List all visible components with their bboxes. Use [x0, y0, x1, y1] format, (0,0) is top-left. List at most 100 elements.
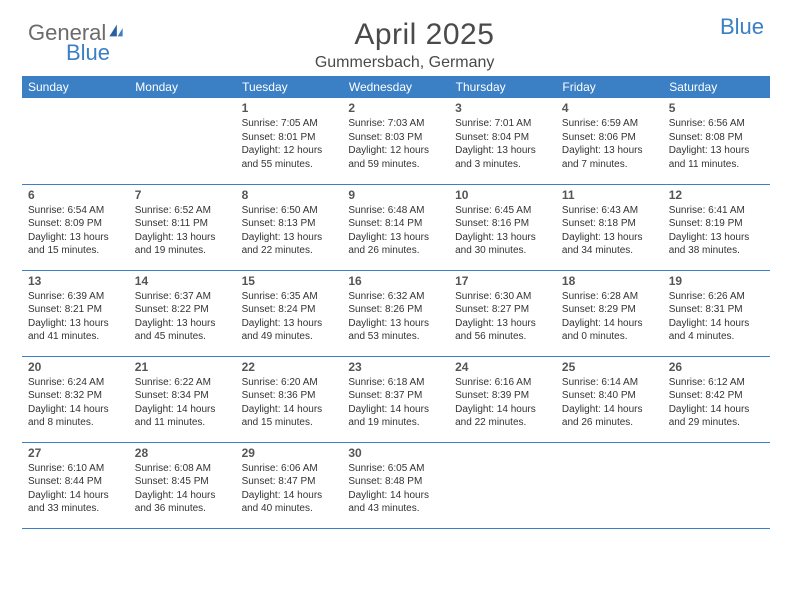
daylight-text: Daylight: 14 hours and 8 minutes. — [28, 403, 123, 430]
day-number: 29 — [242, 446, 337, 460]
sunrise-text: Sunrise: 6:05 AM — [348, 462, 443, 476]
calendar-empty-cell — [663, 442, 770, 528]
calendar-table: Sunday Monday Tuesday Wednesday Thursday… — [22, 76, 770, 529]
daylight-text: Daylight: 14 hours and 36 minutes. — [135, 489, 230, 516]
sunrise-text: Sunrise: 6:12 AM — [669, 376, 764, 390]
calendar-day-cell: 30Sunrise: 6:05 AMSunset: 8:48 PMDayligh… — [342, 442, 449, 528]
daylight-text: Daylight: 12 hours and 55 minutes. — [242, 144, 337, 171]
day-number: 20 — [28, 360, 123, 374]
calendar-body: 1Sunrise: 7:05 AMSunset: 8:01 PMDaylight… — [22, 98, 770, 528]
day-number: 22 — [242, 360, 337, 374]
calendar-day-cell: 1Sunrise: 7:05 AMSunset: 8:01 PMDaylight… — [236, 98, 343, 184]
day-number: 19 — [669, 274, 764, 288]
day-number: 27 — [28, 446, 123, 460]
logo: GeneralBlue — [28, 22, 125, 64]
sunrise-text: Sunrise: 6:22 AM — [135, 376, 230, 390]
calendar-empty-cell — [556, 442, 663, 528]
sunrise-text: Sunrise: 6:45 AM — [455, 204, 550, 218]
calendar-day-cell: 24Sunrise: 6:16 AMSunset: 8:39 PMDayligh… — [449, 356, 556, 442]
calendar-container: Sunday Monday Tuesday Wednesday Thursday… — [0, 76, 792, 529]
logo-text-blue: Blue — [720, 14, 764, 40]
sunset-text: Sunset: 8:19 PM — [669, 217, 764, 231]
daylight-text: Daylight: 14 hours and 0 minutes. — [562, 317, 657, 344]
sunrise-text: Sunrise: 6:50 AM — [242, 204, 337, 218]
day-number: 8 — [242, 188, 337, 202]
day-number: 25 — [562, 360, 657, 374]
sunset-text: Sunset: 8:18 PM — [562, 217, 657, 231]
daylight-text: Daylight: 14 hours and 19 minutes. — [348, 403, 443, 430]
sunrise-text: Sunrise: 6:37 AM — [135, 290, 230, 304]
calendar-day-cell: 17Sunrise: 6:30 AMSunset: 8:27 PMDayligh… — [449, 270, 556, 356]
day-number: 14 — [135, 274, 230, 288]
day-number: 26 — [669, 360, 764, 374]
weekday-header: Saturday — [663, 76, 770, 98]
sunrise-text: Sunrise: 6:54 AM — [28, 204, 123, 218]
calendar-day-cell: 10Sunrise: 6:45 AMSunset: 8:16 PMDayligh… — [449, 184, 556, 270]
daylight-text: Daylight: 13 hours and 49 minutes. — [242, 317, 337, 344]
sunrise-text: Sunrise: 6:48 AM — [348, 204, 443, 218]
weekday-header: Thursday — [449, 76, 556, 98]
calendar-day-cell: 7Sunrise: 6:52 AMSunset: 8:11 PMDaylight… — [129, 184, 236, 270]
logo-text-blue: Blue — [66, 42, 125, 64]
sunset-text: Sunset: 8:06 PM — [562, 131, 657, 145]
daylight-text: Daylight: 13 hours and 38 minutes. — [669, 231, 764, 258]
sunrise-text: Sunrise: 6:18 AM — [348, 376, 443, 390]
day-number: 10 — [455, 188, 550, 202]
sunset-text: Sunset: 8:03 PM — [348, 131, 443, 145]
day-number: 30 — [348, 446, 443, 460]
daylight-text: Daylight: 13 hours and 22 minutes. — [242, 231, 337, 258]
page-header: GeneralBlue April 2025 Gummersbach, Germ… — [0, 0, 792, 76]
daylight-text: Daylight: 12 hours and 59 minutes. — [348, 144, 443, 171]
calendar-day-cell: 15Sunrise: 6:35 AMSunset: 8:24 PMDayligh… — [236, 270, 343, 356]
day-number: 21 — [135, 360, 230, 374]
sunrise-text: Sunrise: 6:24 AM — [28, 376, 123, 390]
daylight-text: Daylight: 13 hours and 45 minutes. — [135, 317, 230, 344]
daylight-text: Daylight: 13 hours and 26 minutes. — [348, 231, 443, 258]
sunrise-text: Sunrise: 6:41 AM — [669, 204, 764, 218]
calendar-day-cell: 6Sunrise: 6:54 AMSunset: 8:09 PMDaylight… — [22, 184, 129, 270]
weekday-header: Wednesday — [342, 76, 449, 98]
daylight-text: Daylight: 14 hours and 4 minutes. — [669, 317, 764, 344]
sunrise-text: Sunrise: 6:32 AM — [348, 290, 443, 304]
sunrise-text: Sunrise: 6:06 AM — [242, 462, 337, 476]
sunrise-text: Sunrise: 6:14 AM — [562, 376, 657, 390]
day-number: 13 — [28, 274, 123, 288]
sunset-text: Sunset: 8:34 PM — [135, 389, 230, 403]
sunrise-text: Sunrise: 6:26 AM — [669, 290, 764, 304]
sunset-text: Sunset: 8:48 PM — [348, 475, 443, 489]
daylight-text: Daylight: 14 hours and 15 minutes. — [242, 403, 337, 430]
daylight-text: Daylight: 13 hours and 11 minutes. — [669, 144, 764, 171]
calendar-week-row: 20Sunrise: 6:24 AMSunset: 8:32 PMDayligh… — [22, 356, 770, 442]
calendar-day-cell: 25Sunrise: 6:14 AMSunset: 8:40 PMDayligh… — [556, 356, 663, 442]
calendar-empty-cell — [129, 98, 236, 184]
sunset-text: Sunset: 8:04 PM — [455, 131, 550, 145]
calendar-day-cell: 4Sunrise: 6:59 AMSunset: 8:06 PMDaylight… — [556, 98, 663, 184]
daylight-text: Daylight: 13 hours and 7 minutes. — [562, 144, 657, 171]
day-number: 7 — [135, 188, 230, 202]
day-number: 15 — [242, 274, 337, 288]
sunset-text: Sunset: 8:21 PM — [28, 303, 123, 317]
day-number: 17 — [455, 274, 550, 288]
sunrise-text: Sunrise: 6:43 AM — [562, 204, 657, 218]
day-number: 12 — [669, 188, 764, 202]
location-label: Gummersbach, Germany — [315, 54, 495, 72]
daylight-text: Daylight: 14 hours and 40 minutes. — [242, 489, 337, 516]
calendar-day-cell: 3Sunrise: 7:01 AMSunset: 8:04 PMDaylight… — [449, 98, 556, 184]
sunset-text: Sunset: 8:14 PM — [348, 217, 443, 231]
calendar-day-cell: 13Sunrise: 6:39 AMSunset: 8:21 PMDayligh… — [22, 270, 129, 356]
day-number: 4 — [562, 101, 657, 115]
day-number: 28 — [135, 446, 230, 460]
calendar-header-row: Sunday Monday Tuesday Wednesday Thursday… — [22, 76, 770, 98]
sunset-text: Sunset: 8:09 PM — [28, 217, 123, 231]
daylight-text: Daylight: 14 hours and 11 minutes. — [135, 403, 230, 430]
sunset-text: Sunset: 8:45 PM — [135, 475, 230, 489]
sunset-text: Sunset: 8:13 PM — [242, 217, 337, 231]
daylight-text: Daylight: 13 hours and 41 minutes. — [28, 317, 123, 344]
sunset-text: Sunset: 8:08 PM — [669, 131, 764, 145]
title-block: April 2025 Gummersbach, Germany — [315, 18, 495, 72]
sunrise-text: Sunrise: 7:01 AM — [455, 117, 550, 131]
day-number: 24 — [455, 360, 550, 374]
sunrise-text: Sunrise: 6:28 AM — [562, 290, 657, 304]
day-number: 23 — [348, 360, 443, 374]
sunrise-text: Sunrise: 6:30 AM — [455, 290, 550, 304]
